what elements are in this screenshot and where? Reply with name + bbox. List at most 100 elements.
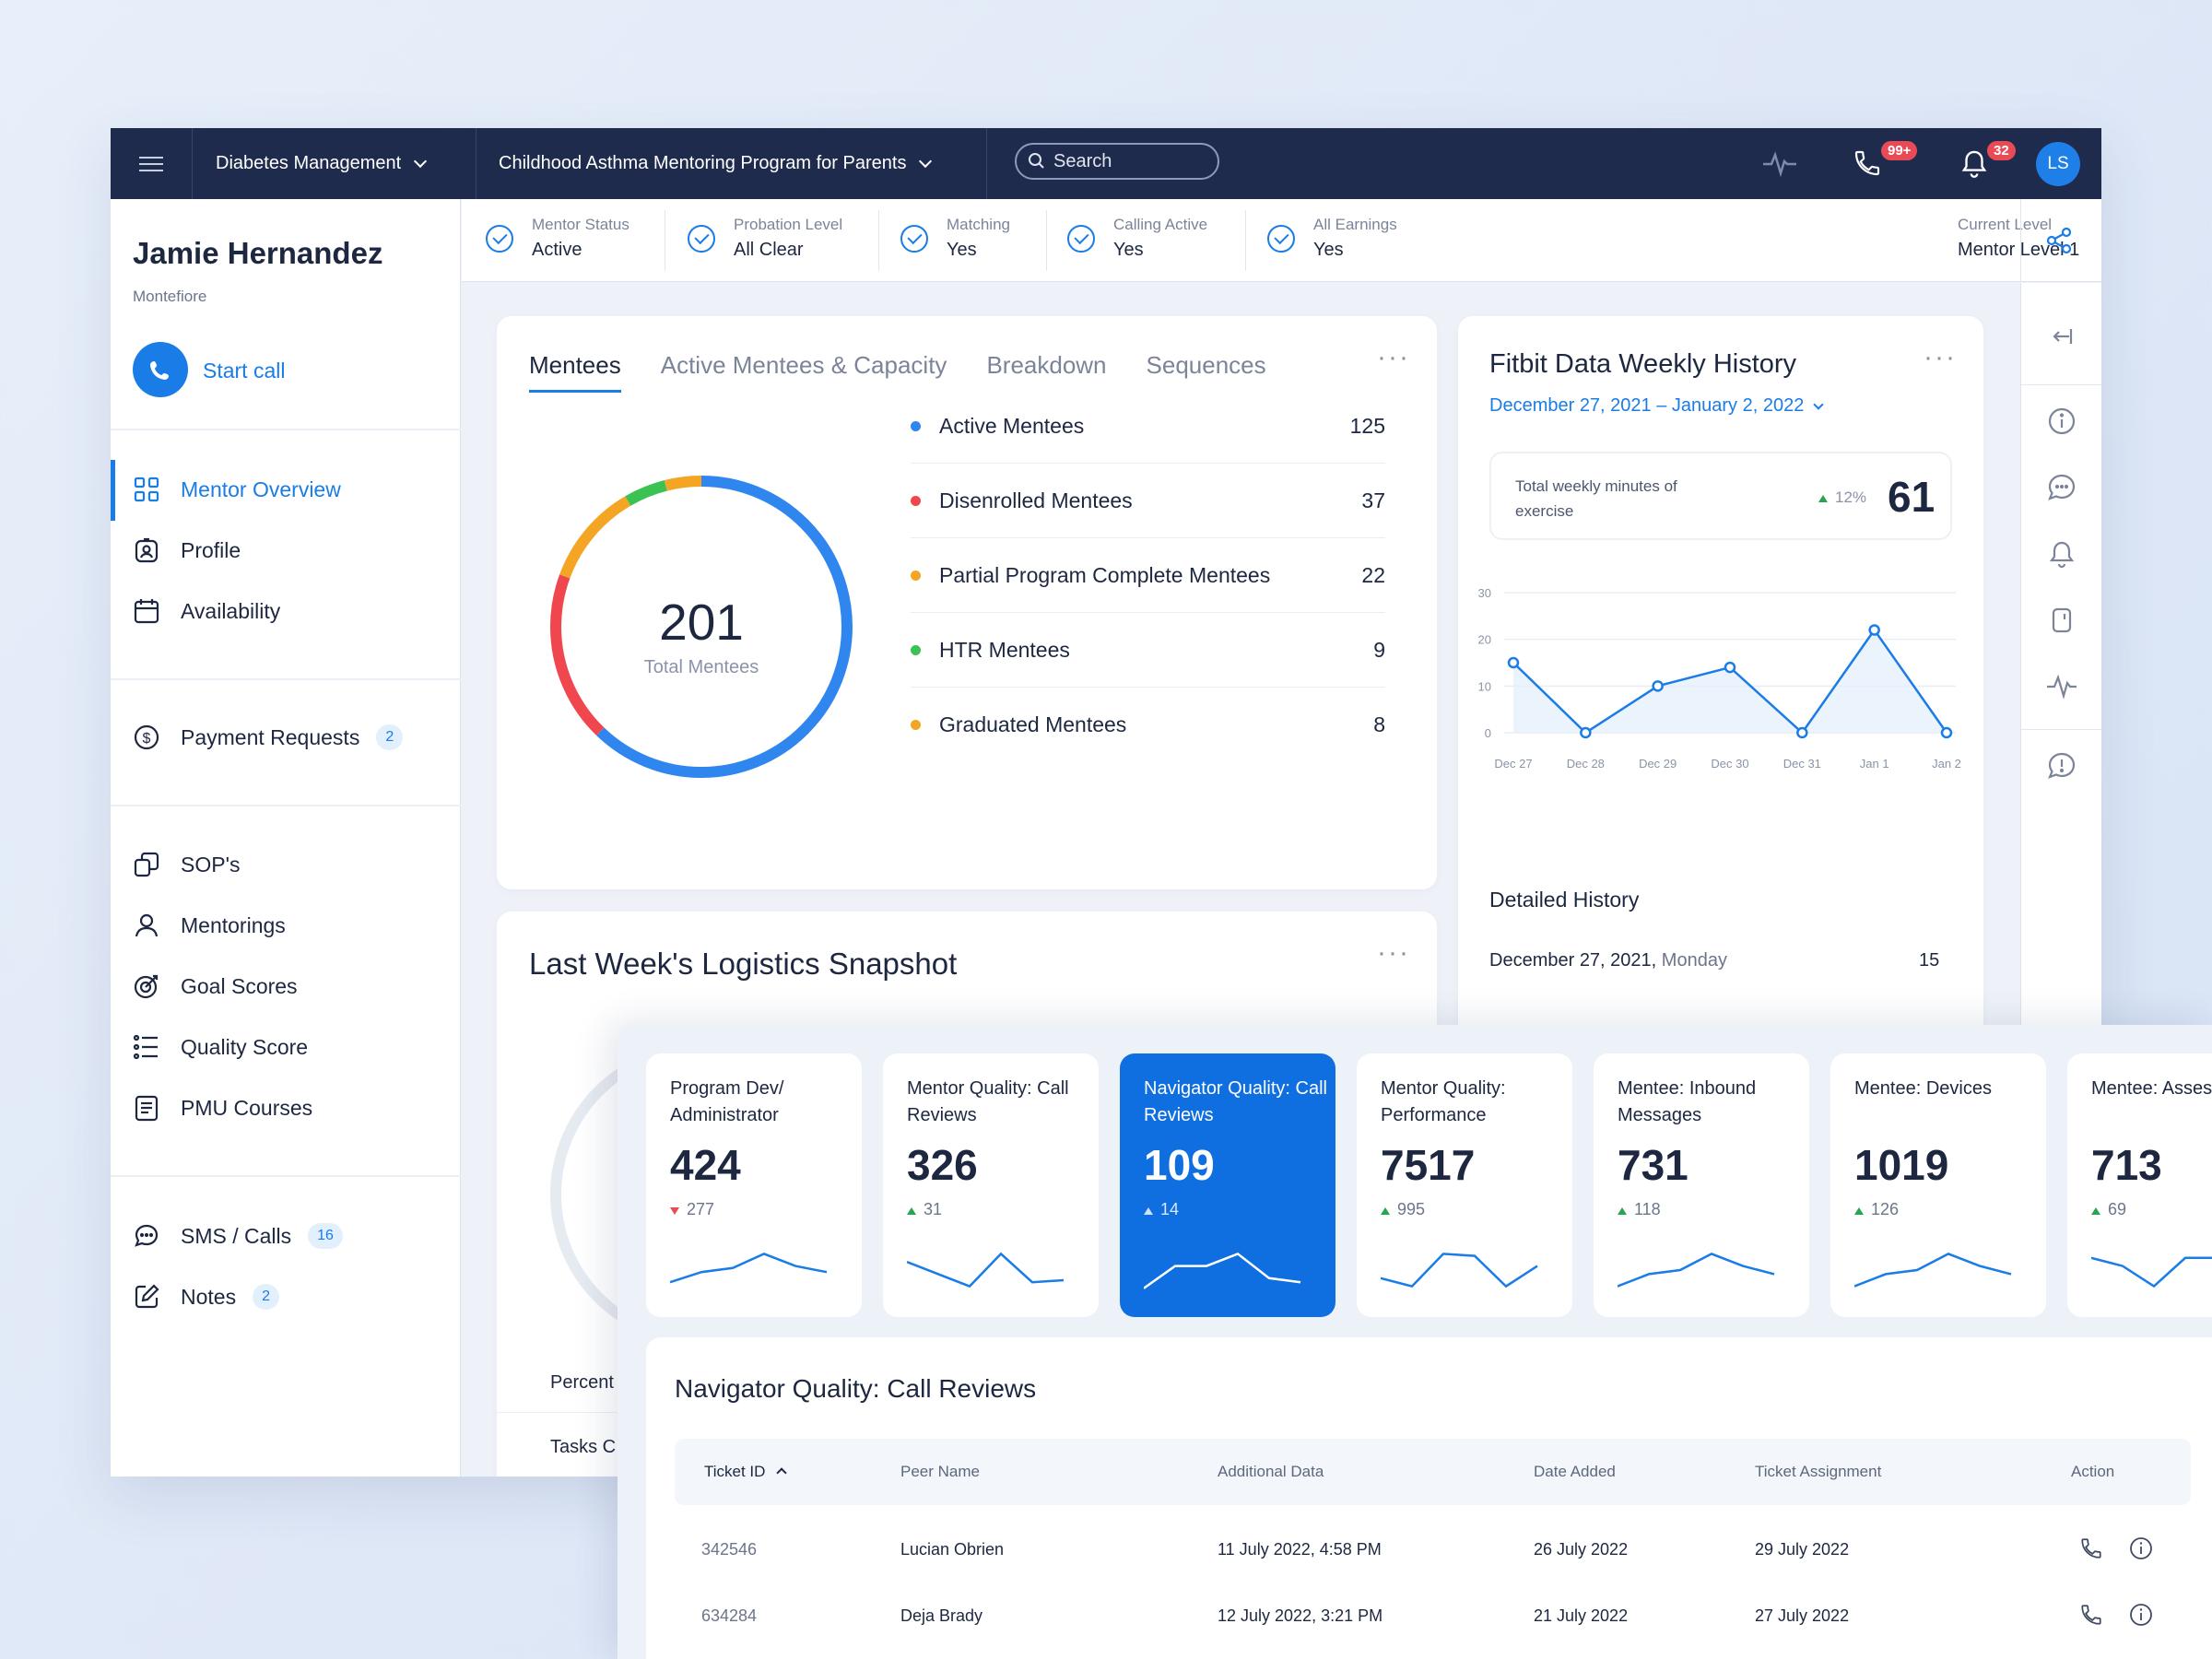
tab-breakdown[interactable]: Breakdown (986, 351, 1107, 379)
kpi-card[interactable]: Mentee: Assessments 713 69 (2067, 1053, 2212, 1317)
sidebar-item-payment-requests[interactable]: $ Payment Requests 2 (133, 724, 404, 751)
divider (111, 805, 461, 806)
kpi-card[interactable]: Navigator Quality: Call Reviews 109 14 (1120, 1053, 1335, 1317)
kpi-card[interactable]: Mentor Quality: Performance 7517 995 (1357, 1053, 1572, 1317)
divider (2021, 384, 2101, 385)
activity-icon[interactable] (1763, 150, 1796, 178)
legend-row[interactable]: Partial Program Complete Mentees 22 (911, 538, 1385, 613)
tab-active-mentees-capacity[interactable]: Active Mentees & Capacity (660, 351, 947, 379)
data-point[interactable] (1868, 624, 1880, 636)
kpi-delta: 69 (2091, 1200, 2126, 1219)
check-circle-icon (688, 225, 715, 253)
table-row[interactable]: 634284 Deja Brady 12 July 2022, 3:21 PM 21 … (646, 1603, 2212, 1653)
sidebar-item-sops[interactable]: SOP's (133, 851, 240, 878)
sidebar-item-availability[interactable]: Availability (133, 597, 280, 625)
more-options-icon[interactable]: ··· (1924, 342, 1957, 372)
sidebar-item-mentorings[interactable]: Mentorings (133, 912, 286, 939)
activity-icon[interactable] (2045, 672, 2078, 701)
share-icon[interactable] (2045, 227, 2073, 254)
table-row[interactable]: 342546 Lucian Obrien 11 July 2022, 4:58 PM… (646, 1537, 2212, 1586)
kpi-card[interactable]: Mentee: Inbound Messages 731 118 (1594, 1053, 1809, 1317)
sparkline (1144, 1252, 1301, 1289)
sort-ticket-id[interactable]: Ticket ID (704, 1463, 788, 1481)
program-select[interactable]: Childhood Asthma Mentoring Program for P… (477, 128, 987, 199)
data-point[interactable] (1580, 726, 1592, 739)
data-point[interactable] (1796, 726, 1808, 739)
sidebar-item-profile[interactable]: Profile (133, 536, 241, 564)
trend-up-icon (1818, 495, 1828, 502)
detail-row[interactable]: December 27, 2021, Monday (1489, 950, 1727, 971)
status-value: Yes (947, 240, 977, 260)
donut-segment[interactable] (550, 476, 853, 778)
notifications-badge: 32 (1987, 141, 2016, 160)
sparkline (1854, 1253, 2012, 1288)
sidebar-item-pmu-courses[interactable]: PMU Courses (133, 1094, 312, 1122)
legend-row[interactable]: Active Mentees 125 (911, 389, 1385, 464)
status-matching: Matching Yes (900, 214, 1010, 264)
data-point[interactable] (1724, 661, 1736, 674)
chevron-down-icon (919, 154, 933, 168)
data-point[interactable] (1940, 726, 1953, 739)
program-area-select[interactable]: Diabetes Management (194, 128, 477, 199)
sidebar-item-label: Mentorings (181, 912, 286, 937)
summary-change: 12% (1818, 488, 1866, 507)
data-point[interactable] (1652, 680, 1664, 692)
alert-icon[interactable] (2047, 751, 2077, 781)
sidebar-item-goal-scores[interactable]: Goal Scores (133, 972, 298, 1000)
legend-label: Active Mentees (939, 413, 1085, 438)
bell-icon[interactable] (2047, 539, 2077, 569)
column-header[interactable]: Peer Name (900, 1463, 980, 1480)
chat-icon[interactable] (2047, 473, 2077, 502)
phone-icon[interactable] (2079, 1603, 2103, 1627)
column-header[interactable]: Ticket Assignment (1755, 1463, 1882, 1480)
column-header[interactable]: Additional Data (1218, 1463, 1324, 1480)
divider (1046, 210, 1047, 271)
info-icon[interactable] (2128, 1535, 2154, 1561)
status-label: Probation Level (734, 216, 843, 233)
bell-icon[interactable] (1959, 148, 1989, 180)
legend-row[interactable]: Graduated Mentees 8 (911, 688, 1385, 762)
legend-row[interactable]: Disenrolled Mentees 37 (911, 464, 1385, 538)
x-tick-label: Dec 27 (1494, 757, 1532, 771)
more-options-icon[interactable]: ··· (1377, 937, 1410, 968)
sidebar-item-sms-calls[interactable]: SMS / Calls 16 (133, 1222, 343, 1250)
info-icon[interactable] (2047, 406, 2077, 436)
kpi-card[interactable]: Mentee: Devices 1019 126 (1830, 1053, 2046, 1317)
collapse-icon[interactable] (2047, 322, 2077, 351)
count-badge: 16 (308, 1223, 343, 1249)
avatar[interactable]: LS (2036, 142, 2080, 186)
target-icon (134, 974, 159, 999)
info-icon[interactable] (2128, 1602, 2154, 1628)
more-options-icon[interactable]: ··· (1377, 342, 1410, 372)
start-call-label[interactable]: Start call (203, 359, 286, 382)
kpi-card[interactable]: Mentor Quality: Call Reviews 326 31 (883, 1053, 1099, 1317)
kpi-title: Mentor Quality: Performance (1381, 1078, 1506, 1125)
summary-value: 61 (1888, 473, 1936, 521)
kpi-title: Program Dev/ Administrator (670, 1078, 784, 1125)
column-header[interactable]: Date Added (1534, 1463, 1616, 1480)
x-tick-label: Dec 31 (1783, 757, 1821, 771)
date-range-select[interactable]: December 27, 2021 – January 2, 2022 (1489, 395, 1825, 417)
divider (878, 210, 879, 271)
device-icon[interactable] (2047, 606, 2077, 635)
table-cell: 342546 (701, 1540, 758, 1559)
search-input[interactable]: Search (1015, 143, 1219, 180)
sidebar-item-mentor-overview[interactable]: Mentor Overview (133, 476, 341, 503)
status-value: Active (532, 240, 582, 260)
kpi-card[interactable]: Program Dev/ Administrator 424 277 (646, 1053, 862, 1317)
divider (111, 1175, 461, 1177)
sidebar-item-quality-score[interactable]: Quality Score (133, 1033, 308, 1061)
sidebar-item-label: Goal Scores (181, 973, 298, 998)
start-call-button[interactable] (133, 342, 188, 397)
data-point[interactable] (1507, 656, 1520, 669)
phone-icon[interactable] (2079, 1536, 2103, 1560)
tab-sequences[interactable]: Sequences (1146, 351, 1266, 379)
phone-icon[interactable] (1853, 148, 1882, 178)
legend-row[interactable]: HTR Mentees 9 (911, 613, 1385, 688)
donut-segment[interactable] (550, 476, 853, 778)
phone-icon (150, 361, 169, 380)
menu-icon[interactable] (111, 128, 193, 199)
kpi-value: 109 (1144, 1141, 1215, 1189)
sidebar-item-notes[interactable]: Notes 2 (133, 1283, 279, 1311)
tab-mentees[interactable]: Mentees (529, 351, 621, 393)
